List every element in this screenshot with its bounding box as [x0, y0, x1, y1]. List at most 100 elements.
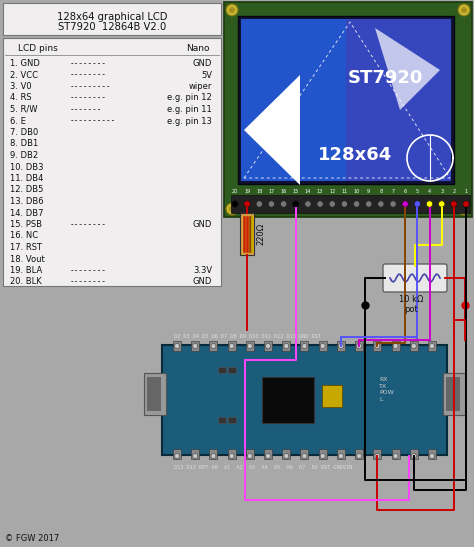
- Text: e.g. pin 12: e.g. pin 12: [167, 94, 212, 102]
- Text: 12: 12: [329, 189, 336, 194]
- Text: GND: GND: [192, 220, 212, 229]
- Bar: [355, 449, 363, 459]
- Circle shape: [226, 4, 238, 16]
- FancyBboxPatch shape: [383, 264, 447, 292]
- Bar: [173, 341, 181, 351]
- Circle shape: [280, 201, 287, 207]
- Circle shape: [463, 201, 470, 207]
- Text: --------: --------: [70, 71, 107, 79]
- Text: 8. DB1: 8. DB1: [10, 139, 38, 148]
- Circle shape: [231, 201, 238, 207]
- Circle shape: [458, 203, 470, 215]
- Text: LCD pins: LCD pins: [18, 44, 58, 53]
- Circle shape: [304, 201, 311, 207]
- Circle shape: [247, 344, 252, 348]
- Bar: [173, 449, 181, 459]
- Circle shape: [377, 201, 384, 207]
- Circle shape: [461, 206, 467, 212]
- Text: D2 D3 D4 D5 D6 D7 D8 D9 D10 D11 D12 D13 GND RST: D2 D3 D4 D5 D6 D7 D8 D9 D10 D11 D12 D13 …: [174, 334, 321, 339]
- Circle shape: [317, 201, 323, 207]
- Circle shape: [284, 344, 289, 348]
- Bar: [410, 449, 418, 459]
- Text: --------: --------: [70, 277, 107, 287]
- Text: wiper: wiper: [189, 82, 212, 91]
- Text: 14. DB7: 14. DB7: [10, 208, 44, 218]
- Text: GND: GND: [192, 277, 212, 287]
- Text: 128x64: 128x64: [318, 146, 392, 164]
- Circle shape: [451, 201, 457, 207]
- Circle shape: [317, 201, 324, 207]
- Bar: [210, 449, 218, 459]
- Text: 16. NC: 16. NC: [10, 231, 38, 241]
- Circle shape: [356, 453, 362, 458]
- Bar: [374, 341, 382, 351]
- Circle shape: [426, 201, 433, 207]
- Bar: [228, 367, 236, 373]
- Circle shape: [268, 201, 275, 207]
- Circle shape: [354, 201, 360, 207]
- Text: 3: 3: [440, 189, 443, 194]
- Circle shape: [375, 344, 380, 348]
- Bar: [322, 385, 342, 407]
- Bar: [246, 341, 254, 351]
- Bar: [319, 449, 327, 459]
- Text: 8: 8: [379, 189, 383, 194]
- Bar: [246, 449, 254, 459]
- Circle shape: [193, 344, 198, 348]
- Circle shape: [338, 453, 344, 458]
- Circle shape: [341, 201, 347, 207]
- Text: ST7920  12864B V2.0: ST7920 12864B V2.0: [58, 22, 166, 32]
- Circle shape: [393, 453, 398, 458]
- Circle shape: [401, 201, 409, 207]
- Bar: [374, 449, 382, 459]
- Text: --------: --------: [70, 266, 107, 275]
- Text: 3. V0: 3. V0: [10, 82, 32, 91]
- Circle shape: [438, 201, 445, 207]
- Circle shape: [458, 4, 470, 16]
- Circle shape: [292, 201, 299, 207]
- Text: 5. R/W: 5. R/W: [10, 105, 37, 114]
- Circle shape: [268, 201, 274, 207]
- Circle shape: [244, 201, 251, 207]
- Text: Nano: Nano: [186, 44, 210, 53]
- Circle shape: [365, 201, 372, 207]
- Circle shape: [174, 344, 180, 348]
- Text: e.g. pin 13: e.g. pin 13: [167, 117, 212, 125]
- Bar: [228, 341, 236, 351]
- Bar: [264, 341, 272, 351]
- Circle shape: [411, 453, 416, 458]
- Bar: [210, 341, 218, 351]
- Bar: [262, 377, 314, 423]
- Circle shape: [329, 201, 336, 207]
- Text: 5V: 5V: [201, 71, 212, 79]
- FancyBboxPatch shape: [3, 3, 221, 35]
- Circle shape: [226, 203, 238, 215]
- Circle shape: [390, 201, 397, 207]
- Text: © FGW 2017: © FGW 2017: [5, 534, 59, 543]
- Text: ST7920: ST7920: [347, 69, 423, 87]
- Polygon shape: [244, 75, 300, 185]
- Circle shape: [229, 344, 234, 348]
- Circle shape: [411, 344, 416, 348]
- Bar: [241, 19, 451, 181]
- Circle shape: [426, 201, 433, 207]
- Circle shape: [320, 344, 325, 348]
- Text: 18. Vout: 18. Vout: [10, 254, 45, 264]
- Circle shape: [402, 201, 409, 207]
- Circle shape: [229, 206, 235, 212]
- Text: 15. PSB: 15. PSB: [10, 220, 42, 229]
- Circle shape: [320, 453, 325, 458]
- Bar: [392, 341, 400, 351]
- Bar: [301, 341, 309, 351]
- Text: RX
TX
POW
L: RX TX POW L: [379, 377, 394, 402]
- Bar: [162, 345, 447, 455]
- Circle shape: [450, 201, 457, 207]
- Text: 11. DB4: 11. DB4: [10, 174, 44, 183]
- Polygon shape: [375, 28, 440, 110]
- Circle shape: [174, 453, 180, 458]
- Circle shape: [229, 453, 234, 458]
- Bar: [337, 449, 345, 459]
- Bar: [301, 449, 309, 459]
- Text: 7: 7: [392, 189, 395, 194]
- Bar: [346, 19, 451, 181]
